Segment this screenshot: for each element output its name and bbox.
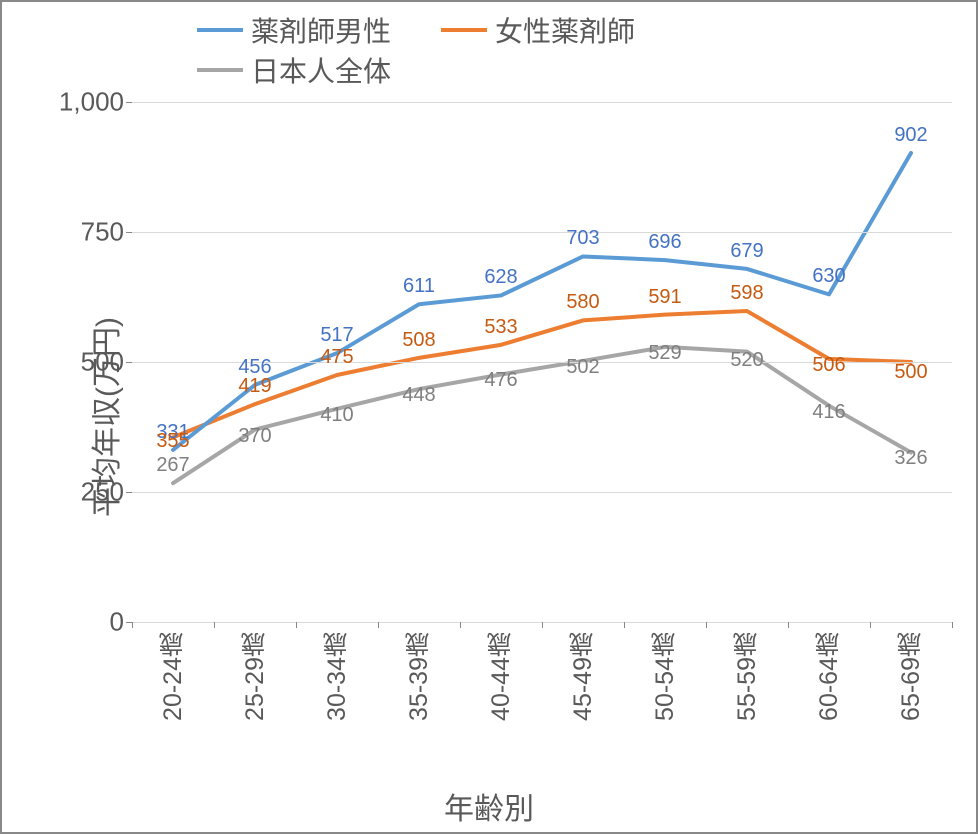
legend-swatch-japan (197, 68, 243, 72)
data-label-male: 517 (320, 324, 353, 347)
y-tick-label: 500 (81, 347, 124, 378)
data-label-female: 598 (730, 282, 763, 305)
y-tickmark (126, 362, 132, 363)
x-tickmark (870, 622, 871, 628)
series-line-japan (173, 347, 911, 483)
x-tickmark (214, 622, 215, 628)
y-tick-label: 0 (110, 607, 124, 638)
data-label-female: 475 (320, 346, 353, 369)
plot-area: 02505007501,00020-24歳25-29歳30-34歳35-39歳4… (132, 102, 952, 622)
x-tick-label: 20-24歳 (155, 632, 191, 721)
y-tick-label: 250 (81, 477, 124, 508)
data-label-japan: 410 (320, 404, 353, 427)
y-tickmark (126, 232, 132, 233)
x-tick-label: 30-34歳 (319, 632, 355, 721)
data-label-male: 628 (484, 266, 517, 289)
gridline (132, 232, 952, 233)
x-axis-label: 年齢別 (444, 784, 534, 828)
y-tick-label: 1,000 (59, 87, 124, 118)
data-label-male: 679 (730, 240, 763, 263)
data-label-male: 630 (812, 265, 845, 288)
legend-item-japan: 日本人全体 (197, 50, 391, 90)
x-tickmark (542, 622, 543, 628)
data-label-japan: 326 (894, 447, 927, 470)
y-tick-label: 750 (81, 217, 124, 248)
x-tick-label: 35-39歳 (401, 632, 437, 721)
x-tick-label: 25-29歳 (237, 632, 273, 721)
data-label-female: 591 (648, 286, 681, 309)
x-tick-label: 45-49歳 (565, 632, 601, 721)
data-label-japan: 520 (730, 349, 763, 372)
legend-item-female: 女性薬剤師 (441, 10, 635, 50)
data-label-female: 355 (156, 430, 189, 453)
legend-label-female: 女性薬剤師 (495, 10, 635, 50)
x-tick-label: 50-54歳 (647, 632, 683, 721)
data-label-female: 500 (894, 361, 927, 384)
data-label-female: 508 (402, 329, 435, 352)
legend: 薬剤師男性 女性薬剤師 日本人全体 (197, 10, 817, 90)
legend-swatch-male (197, 28, 243, 32)
legend-label-japan: 日本人全体 (251, 50, 391, 90)
data-label-male: 703 (566, 227, 599, 250)
data-label-female: 419 (238, 375, 271, 398)
legend-swatch-female (441, 28, 487, 32)
data-label-male: 611 (403, 275, 435, 298)
data-label-female: 506 (812, 354, 845, 377)
x-tick-label: 65-69歳 (893, 632, 929, 721)
x-tickmark (132, 622, 133, 628)
y-tickmark (126, 102, 132, 103)
x-tickmark (952, 622, 953, 628)
x-tickmark (624, 622, 625, 628)
legend-label-male: 薬剤師男性 (251, 10, 391, 50)
data-label-japan: 476 (484, 369, 517, 392)
x-tickmark (460, 622, 461, 628)
gridline (132, 102, 952, 103)
data-label-male: 902 (894, 124, 927, 147)
chart-container: 薬剤師男性 女性薬剤師 日本人全体 平均年収(万円) 年齢別 025050075… (0, 0, 978, 834)
x-tick-label: 55-59歳 (729, 632, 765, 721)
x-tick-label: 60-64歳 (811, 632, 847, 721)
data-label-japan: 416 (812, 401, 845, 424)
data-label-male: 696 (648, 231, 681, 254)
data-label-japan: 502 (566, 356, 599, 379)
data-label-female: 580 (566, 291, 599, 314)
x-tickmark (296, 622, 297, 628)
data-label-japan: 267 (156, 454, 189, 477)
gridline (132, 492, 952, 493)
data-label-japan: 370 (238, 425, 271, 448)
data-label-japan: 448 (402, 384, 435, 407)
y-tickmark (126, 492, 132, 493)
x-tickmark (378, 622, 379, 628)
series-line-male (173, 153, 911, 450)
legend-item-male: 薬剤師男性 (197, 10, 391, 50)
x-tick-label: 40-44歳 (483, 632, 519, 721)
x-tickmark (788, 622, 789, 628)
data-label-japan: 529 (648, 342, 681, 365)
x-tickmark (706, 622, 707, 628)
data-label-female: 533 (484, 316, 517, 339)
